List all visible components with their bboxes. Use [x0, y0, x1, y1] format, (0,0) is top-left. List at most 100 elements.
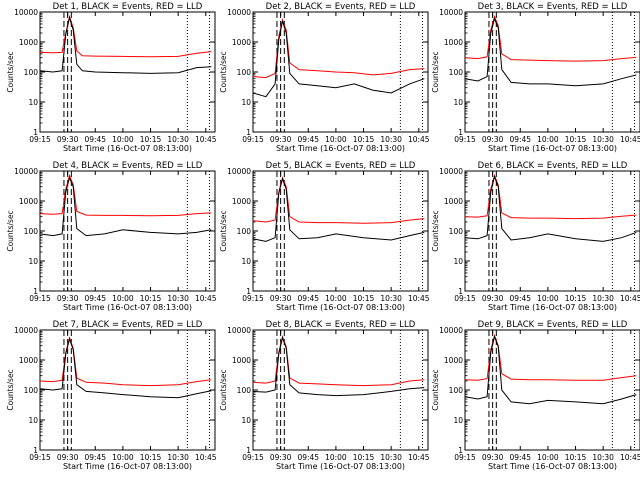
black-events-series	[39, 337, 212, 399]
y-tick-label: 1000	[444, 197, 463, 206]
y-tick-label: 1	[33, 287, 38, 296]
black-events-series	[464, 174, 637, 242]
chart-panel-7: Det 7, BLACK = Events, RED = LLD 09:15 09:…	[6, 320, 217, 471]
y-axis-label: Counts/sec	[219, 210, 228, 251]
y-tick-label: 10000	[439, 326, 463, 335]
y-tick-label: 10000	[227, 8, 251, 17]
x-tick-label: 10:15	[565, 294, 587, 303]
chart-title: Det 5, BLACK = Events, RED = LLD	[266, 161, 416, 171]
x-axis-label: Start Time (16-Oct-07 08:13:00)	[276, 303, 405, 312]
x-tick-label: 09:30	[57, 453, 79, 462]
y-tick-label: 1	[246, 446, 251, 455]
y-tick-label: 100	[237, 227, 252, 236]
y-tick-label: 1	[246, 128, 251, 137]
x-tick-label: 10:00	[537, 135, 559, 144]
chart-panel-8: Det 8, BLACK = Events, RED = LLD 09:15 09:…	[219, 320, 430, 471]
x-tick-label: 10:15	[353, 294, 375, 303]
x-tick-label: 09:30	[57, 135, 79, 144]
x-tick-label: 09:45	[84, 135, 106, 144]
black-events-series	[252, 177, 425, 242]
x-tick-label: 10:30	[592, 453, 614, 462]
x-tick-label: 10:30	[167, 453, 189, 462]
chart-panel-5: Det 5, BLACK = Events, RED = LLD 09:15 09:…	[219, 161, 430, 312]
x-tick-label: 10:15	[565, 453, 587, 462]
x-tick-label: 09:30	[482, 135, 504, 144]
x-tick-label: 10:30	[592, 135, 614, 144]
plot-frame	[39, 329, 216, 451]
x-tick-label: 09:45	[509, 135, 531, 144]
chart-title: Det 9, BLACK = Events, RED = LLD	[478, 320, 628, 330]
x-tick-label: 10:45	[620, 294, 640, 303]
chart-title: Det 6, BLACK = Events, RED = LLD	[478, 161, 628, 171]
chart-panel-9: Det 9, BLACK = Events, RED = LLD 09:15 09:…	[431, 320, 640, 471]
y-tick-label: 1000	[232, 356, 251, 365]
y-axis-label: Counts/sec	[219, 369, 228, 410]
black-events-series	[39, 176, 212, 237]
x-tick-label: 10:00	[537, 294, 559, 303]
black-events-series	[252, 20, 425, 98]
x-tick-label: 09:45	[297, 294, 319, 303]
y-tick-label: 1	[33, 128, 38, 137]
x-tick-label: 10:45	[195, 453, 217, 462]
chart-title: Det 2, BLACK = Events, RED = LLD	[266, 2, 416, 12]
x-tick-label: 09:15	[242, 294, 264, 303]
chart-title: Det 4, BLACK = Events, RED = LLD	[53, 161, 203, 171]
x-tick-label: 09:15	[454, 135, 476, 144]
y-tick-label: 100	[449, 227, 464, 236]
x-tick-label: 09:45	[297, 453, 319, 462]
x-tick-label: 10:30	[167, 135, 189, 144]
chart-panel-2: Det 2, BLACK = Events, RED = LLD 09:15 09:…	[219, 2, 430, 153]
chart-title: Det 1, BLACK = Events, RED = LLD	[53, 2, 203, 12]
x-tick-label: 10:45	[195, 135, 217, 144]
x-tick-label: 09:30	[270, 294, 292, 303]
x-tick-label: 10:30	[592, 294, 614, 303]
red-lld-series	[464, 15, 637, 62]
x-axis-label: Start Time (16-Oct-07 08:13:00)	[276, 462, 405, 471]
red-lld-series	[464, 333, 637, 381]
y-tick-label: 100	[449, 68, 464, 77]
x-tick-label: 09:45	[297, 135, 319, 144]
red-lld-series	[252, 176, 425, 224]
x-tick-label: 10:45	[195, 294, 217, 303]
x-tick-label: 09:30	[482, 294, 504, 303]
x-axis-label: Start Time (16-Oct-07 08:13:00)	[488, 303, 617, 312]
red-lld-series	[252, 334, 425, 387]
y-axis-label: Counts/sec	[6, 369, 15, 410]
x-axis-label: Start Time (16-Oct-07 08:13:00)	[488, 144, 617, 153]
x-tick-label: 09:15	[454, 453, 476, 462]
y-tick-label: 100	[237, 68, 252, 77]
y-tick-label: 10	[241, 257, 251, 266]
x-tick-label: 09:15	[242, 453, 264, 462]
black-events-series	[464, 17, 637, 87]
y-tick-label: 10	[241, 416, 251, 425]
y-axis-label: Counts/sec	[431, 369, 440, 410]
y-tick-label: 100	[24, 227, 39, 236]
y-tick-label: 1	[458, 287, 463, 296]
y-tick-label: 10000	[14, 167, 38, 176]
y-tick-label: 1000	[444, 38, 463, 47]
y-axis-label: Counts/sec	[6, 51, 15, 92]
x-tick-label: 10:45	[408, 453, 430, 462]
x-tick-label: 10:15	[140, 294, 162, 303]
chart-title: Det 3, BLACK = Events, RED = LLD	[478, 2, 628, 12]
x-tick-label: 09:15	[29, 135, 51, 144]
chart-panel-1: Det 1, BLACK = Events, RED = LLD 09:15 09:…	[6, 2, 217, 153]
x-tick-label: 10:15	[140, 135, 162, 144]
y-tick-label: 10000	[227, 167, 251, 176]
x-tick-label: 10:00	[112, 294, 134, 303]
x-axis-label: Start Time (16-Oct-07 08:13:00)	[488, 462, 617, 471]
y-tick-label: 10	[28, 98, 38, 107]
x-tick-label: 10:00	[112, 135, 134, 144]
y-tick-label: 10	[28, 416, 38, 425]
x-tick-label: 10:00	[325, 294, 347, 303]
y-tick-label: 10000	[439, 8, 463, 17]
y-tick-label: 100	[24, 68, 39, 77]
x-tick-label: 09:30	[482, 453, 504, 462]
y-tick-label: 10	[453, 257, 463, 266]
x-tick-label: 10:15	[565, 135, 587, 144]
x-tick-label: 09:30	[57, 294, 79, 303]
y-axis-label: Counts/sec	[431, 210, 440, 251]
black-events-series	[464, 334, 637, 405]
x-tick-label: 10:30	[380, 135, 402, 144]
y-tick-label: 1000	[232, 38, 251, 47]
